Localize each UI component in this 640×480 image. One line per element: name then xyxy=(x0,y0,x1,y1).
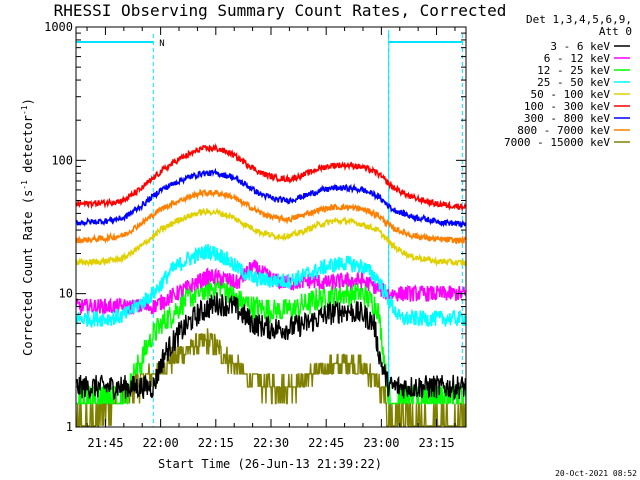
legend-header-line-1: Det 1,3,4,5,6,9, xyxy=(526,13,632,26)
x-axis-label: Start Time (26-Jun-13 21:39:22) xyxy=(158,457,382,471)
legend-label: 100 - 300 keV xyxy=(524,100,610,113)
legend-label: 50 - 100 keV xyxy=(531,88,611,101)
x-tick-label: 23:00 xyxy=(363,436,399,450)
x-axis: 21:45 22:00 22:15 22:30 22:45 23:00 23:15 xyxy=(86,27,456,450)
night-markers: N xyxy=(76,30,463,427)
y-axis-label-end: ) xyxy=(21,98,35,105)
x-tick-label: 22:30 xyxy=(253,436,289,450)
legend-header-line-2: Att 0 xyxy=(599,25,632,38)
y-axis-label-sup-2: -1 xyxy=(20,105,29,115)
y-axis-label-main: Corrected Count Rate (s xyxy=(21,190,35,356)
series-line-800-7000-kev xyxy=(76,188,466,246)
legend-label: 300 - 800 keV xyxy=(524,112,610,125)
y-tick-label: 100 xyxy=(51,153,73,167)
footer-timestamp: 20-Oct-2021 08:52 xyxy=(555,469,637,478)
y-axis-label-sup-1: -1 xyxy=(20,180,29,190)
x-tick-label: 22:45 xyxy=(308,436,344,450)
series-line-300-800-kev xyxy=(76,167,466,228)
series-line-100-300-kev xyxy=(76,142,466,212)
y-tick-label: 1000 xyxy=(44,20,73,34)
y-tick-label: 10 xyxy=(59,287,73,301)
legend-label: 7000 - 15000 keV xyxy=(504,136,610,149)
legend-label: 25 - 50 keV xyxy=(537,76,610,89)
x-tick-label: 23:15 xyxy=(419,436,455,450)
legend-label: 6 - 12 keV xyxy=(544,52,611,65)
series-line-25-50-kev xyxy=(76,243,466,329)
chart-title: RHESSI Observing Summary Count Rates, Co… xyxy=(54,1,507,20)
series-line-3-6-kev xyxy=(76,292,466,401)
x-tick-label: 21:45 xyxy=(87,436,123,450)
y-axis: 1 10 100 1000 xyxy=(44,20,466,434)
y-axis-label-mid: detector xyxy=(21,115,35,180)
series-layer xyxy=(76,142,466,427)
y-tick-label: 1 xyxy=(66,420,73,434)
series-line-50-100-kev xyxy=(76,207,466,268)
legend-label: 12 - 25 keV xyxy=(537,64,610,77)
x-tick-label: 22:00 xyxy=(143,436,179,450)
night-label: N xyxy=(159,39,164,49)
legend-label: 800 - 7000 keV xyxy=(517,124,610,137)
legend-label: 3 - 6 keV xyxy=(550,40,610,53)
x-tick-label: 22:15 xyxy=(198,436,234,450)
y-axis-label: Corrected Count Rate (s-1 detector-1) xyxy=(20,98,35,356)
